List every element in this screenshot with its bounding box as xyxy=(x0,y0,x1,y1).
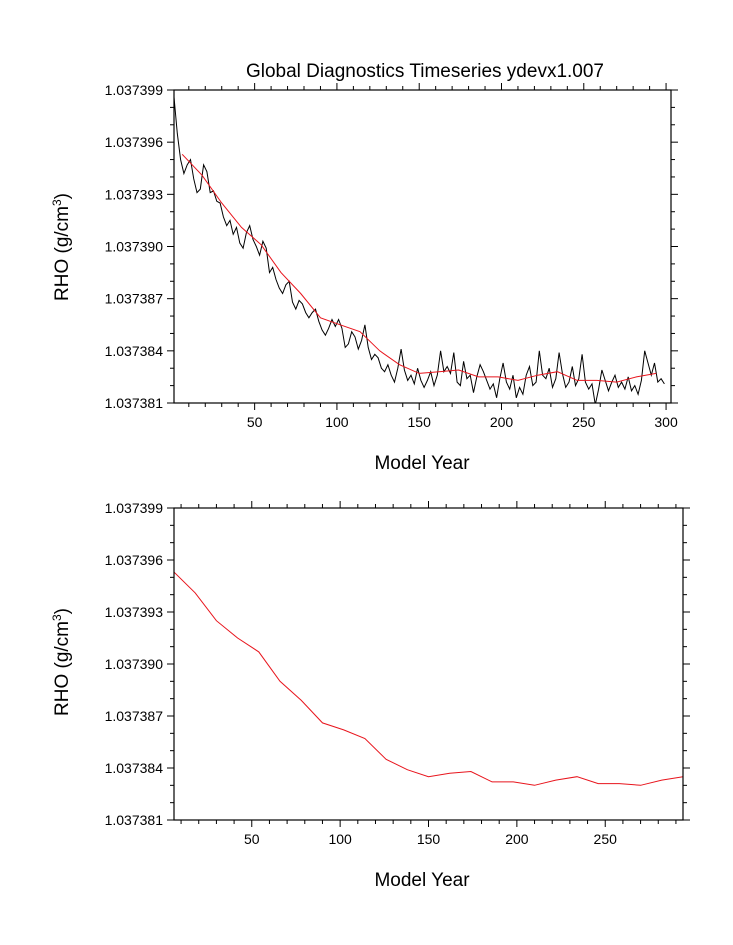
chart-0-ytick-label-2: 1.037387 xyxy=(105,291,164,307)
chart-1-ytick-label-3: 1.037390 xyxy=(105,656,164,672)
chart-1-xtick-label-3: 200 xyxy=(505,831,529,847)
chart-0-ytick-label-5: 1.037396 xyxy=(105,134,164,150)
chart-0-xtick-label-3: 200 xyxy=(490,414,514,430)
chart-1-xtick-label-0: 50 xyxy=(244,831,260,847)
chart-0-xtick-label-4: 250 xyxy=(572,414,596,430)
chart-1-ytick-label-1: 1.037384 xyxy=(105,760,164,776)
chart-0-ytick-label-1: 1.037384 xyxy=(105,343,164,359)
chart-top-ylabel: RHO (g/cm3) xyxy=(50,193,73,301)
chart-0-xtick-label-5: 300 xyxy=(654,414,678,430)
chart-1-ytick-label-0: 1.037381 xyxy=(105,812,164,828)
chart-1-xtick-label-4: 250 xyxy=(594,831,618,847)
chart-1-ytick-label-2: 1.037387 xyxy=(105,708,164,724)
chart-0-series-1-line xyxy=(181,153,657,383)
chart-0-ytick-label-0: 1.037381 xyxy=(105,395,164,411)
chart-0-ytick-label-3: 1.037390 xyxy=(105,239,164,255)
chart-bottom: RHO (g/cm3) Model Year 1.037381 1.037384 1… xyxy=(50,500,690,891)
chart-bottom-ylabel: RHO (g/cm3) xyxy=(50,608,73,716)
chart-1-xtick-label-2: 150 xyxy=(417,831,441,847)
chart-top-title: Global Diagnostics Timeseries ydevx1.007 xyxy=(246,61,604,82)
chart-0-xtick-label-1: 100 xyxy=(325,414,349,430)
chart-1-ytick-label-6: 1.037399 xyxy=(105,500,164,516)
chart-0-xtick-label-2: 150 xyxy=(408,414,432,430)
chart-top-xlabel: Model Year xyxy=(374,453,470,474)
chart-1-ytick-label-5: 1.037396 xyxy=(105,552,164,568)
chart-0-frame xyxy=(173,89,672,404)
chart-1-ytick-label-4: 1.037393 xyxy=(105,604,164,620)
chart-0-ytick-label-6: 1.037399 xyxy=(105,82,164,98)
chart-0-xtick-label-0: 50 xyxy=(247,414,263,430)
chart-1-frame xyxy=(173,507,684,821)
chart-1-series-0-line xyxy=(174,571,683,786)
chart-0-ytick-label-4: 1.037393 xyxy=(105,186,164,202)
chart-1-xtick-label-1: 100 xyxy=(328,831,352,847)
chart-0-series-0-line xyxy=(174,96,665,403)
chart-top: Global Diagnostics Timeseries ydevx1.007… xyxy=(50,61,678,474)
chart-bottom-xlabel: Model Year xyxy=(374,870,470,891)
